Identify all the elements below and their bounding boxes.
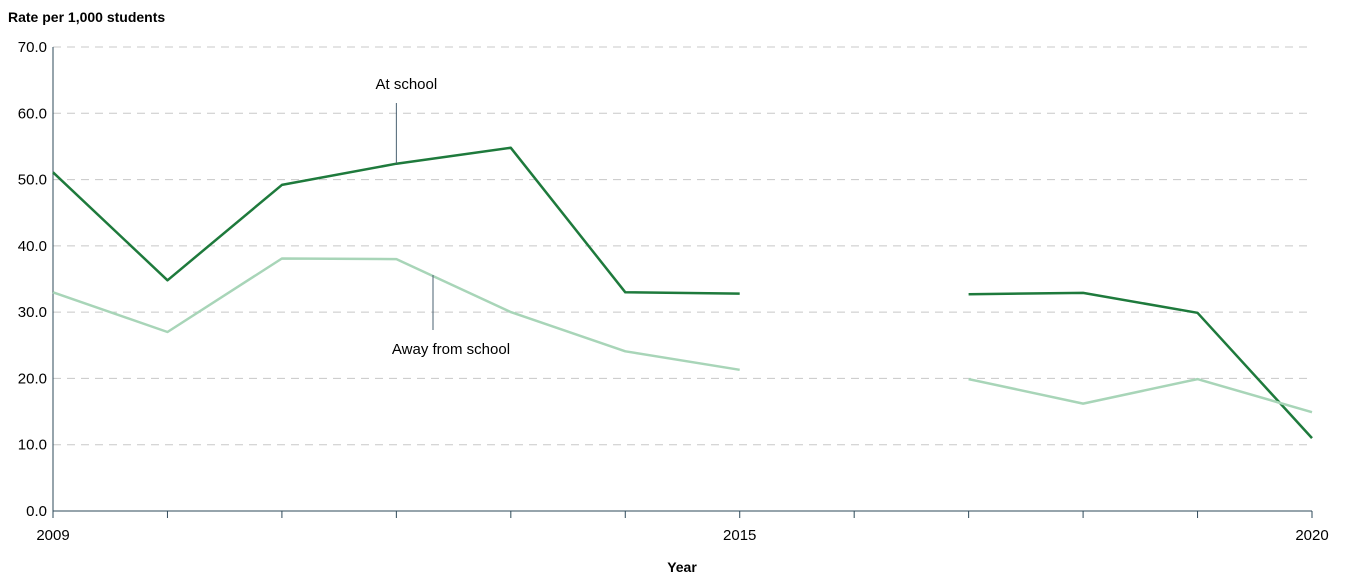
series-lines	[52, 146, 1313, 439]
y-tick-label: 30.0	[18, 304, 47, 321]
annotations: At school Away from school	[376, 76, 511, 358]
y-tick-label: 20.0	[18, 370, 47, 387]
y-tick-label: 50.0	[18, 172, 47, 189]
x-tick-label: 2020	[1295, 527, 1328, 544]
y-tick-label: 40.0	[18, 238, 47, 255]
series-line-at-school	[52, 146, 1313, 439]
x-tick-label: 2009	[36, 527, 69, 544]
y-tick-label: 10.0	[18, 437, 47, 454]
y-axis-ticks: 0.0 10.0 20.0 30.0 40.0 50.0 60.0 70.0	[18, 39, 47, 520]
y-tick-label: 60.0	[18, 105, 47, 122]
x-tick-label: 2015	[723, 527, 756, 544]
annotation-at-school: At school	[376, 76, 438, 93]
y-tick-label: 70.0	[18, 39, 47, 56]
x-axis-title: Year	[667, 559, 697, 575]
y-axis-title: Rate per 1,000 students	[8, 9, 165, 25]
x-axis-ticks: 2009 2015 2020	[36, 511, 1329, 544]
y-tick-label: 0.0	[26, 503, 47, 520]
gridlines	[53, 46, 1312, 446]
series-line-away-from-school	[52, 257, 1313, 414]
annotation-away-from-school: Away from school	[392, 341, 510, 358]
